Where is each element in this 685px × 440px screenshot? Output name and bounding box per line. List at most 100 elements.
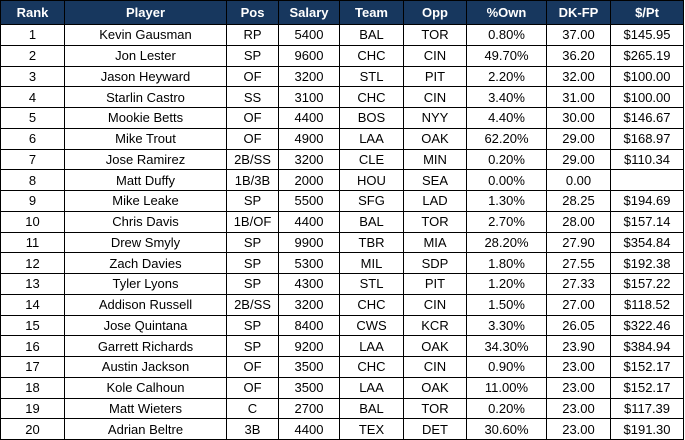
cell-player: Austin Jackson: [64, 356, 227, 378]
cell-player: Jose Quintana: [64, 314, 227, 337]
cell-team: TBR: [339, 231, 404, 254]
cell-ppt: $191.30: [610, 418, 684, 440]
cell-team: LAA: [339, 127, 404, 150]
cell-pos: RP: [226, 24, 279, 46]
cell-own: 1.30%: [466, 190, 547, 212]
cell-salary: 5300: [278, 252, 340, 274]
cell-opp: OAK: [403, 127, 467, 150]
cell-dkfp: 27.00: [546, 293, 611, 316]
cell-ppt: $152.17: [610, 356, 684, 378]
cell-salary: 3200: [278, 293, 340, 316]
cell-pos: 1B/3B: [226, 169, 279, 191]
cell-salary: 3500: [278, 376, 340, 399]
cell-rank: 11: [0, 231, 65, 254]
cell-dkfp: 23.00: [546, 418, 611, 440]
cell-pos: OF: [226, 65, 279, 88]
table-row: 19 Matt Wieters C 2700 BAL TOR 0.20% 23.00 $117.…: [0, 397, 684, 420]
cell-rank: 2: [0, 44, 65, 67]
cell-team: CWS: [339, 314, 404, 337]
cell-pos: SP: [226, 190, 279, 212]
cell-ppt: $192.38: [610, 252, 684, 274]
table-row: 15 Jose Quintana SP 8400 CWS KCR 3.30% 26.05 $32…: [0, 314, 684, 337]
table-row: 18 Kole Calhoun OF 3500 LAA OAK 11.00% 23.00 $15…: [0, 376, 684, 399]
cell-player: Mike Leake: [64, 190, 227, 212]
column-header-opp: Opp: [403, 0, 467, 25]
cell-ppt: $157.22: [610, 273, 684, 295]
cell-salary: 9600: [278, 44, 340, 67]
cell-player: Jon Lester: [64, 44, 227, 67]
cell-rank: 4: [0, 86, 65, 108]
cell-player: Drew Smyly: [64, 231, 227, 254]
cell-opp: PIT: [403, 273, 467, 295]
cell-opp: SDP: [403, 252, 467, 274]
column-header-player: Player: [64, 0, 227, 25]
cell-ppt: $100.00: [610, 65, 684, 88]
cell-pos: 1B/OF: [226, 210, 279, 233]
cell-player: Mookie Betts: [64, 107, 227, 129]
table-body: 1 Kevin Gausman RP 5400 BAL TOR 0.80% 37.00 $145…: [0, 24, 684, 440]
table-row: 10 Chris Davis 1B/OF 4400 BAL TOR 2.70% 28.00 $1…: [0, 210, 684, 233]
cell-ppt: $354.84: [610, 231, 684, 254]
cell-rank: 5: [0, 107, 65, 129]
cell-opp: TOR: [403, 397, 467, 420]
cell-pos: 3B: [226, 418, 279, 440]
cell-salary: 4400: [278, 107, 340, 129]
cell-rank: 9: [0, 190, 65, 212]
cell-opp: OAK: [403, 376, 467, 399]
cell-team: BAL: [339, 24, 404, 46]
cell-dkfp: 28.25: [546, 190, 611, 212]
cell-pos: 2B/SS: [226, 148, 279, 171]
cell-ppt: $384.94: [610, 335, 684, 357]
cell-team: LAA: [339, 335, 404, 357]
cell-own: 34.30%: [466, 335, 547, 357]
cell-player: Jose Ramirez: [64, 148, 227, 171]
cell-ppt: $157.14: [610, 210, 684, 233]
cell-opp: PIT: [403, 65, 467, 88]
cell-rank: 13: [0, 273, 65, 295]
cell-ppt: $322.46: [610, 314, 684, 337]
cell-opp: MIA: [403, 231, 467, 254]
cell-pos: OF: [226, 127, 279, 150]
cell-dkfp: 32.00: [546, 65, 611, 88]
cell-rank: 8: [0, 169, 65, 191]
cell-dkfp: 29.00: [546, 148, 611, 171]
cell-team: SFG: [339, 190, 404, 212]
column-header-dkfp: DK-FP: [546, 0, 611, 25]
cell-opp: LAD: [403, 190, 467, 212]
cell-player: Zach Davies: [64, 252, 227, 274]
cell-own: 0.90%: [466, 356, 547, 378]
cell-own: 0.20%: [466, 148, 547, 171]
cell-player: Addison Russell: [64, 293, 227, 316]
cell-dkfp: 31.00: [546, 86, 611, 108]
cell-rank: 17: [0, 356, 65, 378]
cell-pos: SP: [226, 44, 279, 67]
cell-dkfp: 0.00: [546, 169, 611, 191]
table-row: 9 Mike Leake SP 5500 SFG LAD 1.30% 28.25 $194.69: [0, 190, 684, 212]
header-row: Rank Player Pos Salary Team Opp %Own DK-…: [0, 0, 684, 25]
cell-dkfp: 37.00: [546, 24, 611, 46]
cell-own: 3.40%: [466, 86, 547, 108]
cell-ppt: $117.39: [610, 397, 684, 420]
cell-team: HOU: [339, 169, 404, 191]
cell-team: CHC: [339, 86, 404, 108]
cell-dkfp: 23.00: [546, 376, 611, 399]
table-row: 5 Mookie Betts OF 4400 BOS NYY 4.40% 30.00 $146.…: [0, 107, 684, 129]
cell-ppt: $168.97: [610, 127, 684, 150]
cell-opp: OAK: [403, 335, 467, 357]
cell-salary: 2000: [278, 169, 340, 191]
cell-opp: TOR: [403, 210, 467, 233]
cell-rank: 16: [0, 335, 65, 357]
cell-salary: 3100: [278, 86, 340, 108]
column-header-rank: Rank: [0, 0, 65, 25]
cell-salary: 3500: [278, 356, 340, 378]
cell-player: Chris Davis: [64, 210, 227, 233]
cell-rank: 12: [0, 252, 65, 274]
cell-salary: 3200: [278, 148, 340, 171]
cell-team: CHC: [339, 356, 404, 378]
cell-team: TEX: [339, 418, 404, 440]
cell-own: 62.20%: [466, 127, 547, 150]
cell-own: 0.00%: [466, 169, 547, 191]
cell-rank: 15: [0, 314, 65, 337]
cell-dkfp: 26.05: [546, 314, 611, 337]
cell-team: CHC: [339, 293, 404, 316]
